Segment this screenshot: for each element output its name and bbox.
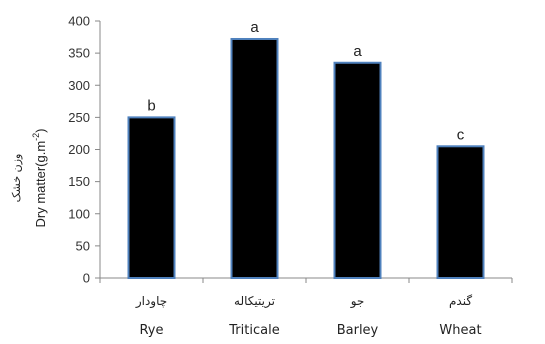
y-tick-label: 0 [83, 271, 90, 286]
significance-letter: b [147, 97, 155, 114]
y-axis-label-persian: وزن خشک [10, 154, 23, 203]
category-label: Barley [337, 323, 379, 338]
bar-barley [333, 61, 382, 280]
category-label: Rye [139, 323, 163, 338]
category-label-persian: گندم [449, 294, 472, 308]
y-tick-label: 200 [68, 142, 90, 157]
x-axis-tick-marks [99, 278, 513, 283]
y-tick-label: 350 [68, 46, 90, 61]
significance-letter: a [353, 43, 362, 60]
y-axis-ticks: 0 50 100 150 200 250 300 350 400 [68, 14, 100, 286]
y-tick-label: 400 [68, 14, 90, 29]
significance-letters: b a a c [147, 19, 464, 143]
bar-triticale [230, 37, 279, 279]
category-label-persian: چاودار [135, 294, 167, 309]
category-label-persian: جو [350, 294, 365, 309]
y-tick-label: 250 [68, 110, 90, 125]
y-tick-label: 100 [68, 206, 90, 221]
significance-letter: c [457, 126, 465, 143]
bars [127, 37, 485, 280]
category-label: Triticale [228, 323, 279, 338]
category-label: Wheat [439, 323, 481, 338]
y-axis-label: Dry matter(g.m-2) [31, 128, 48, 227]
bar-wheat [436, 145, 485, 279]
bar-rye [127, 116, 176, 279]
category-labels: چاودار Rye تریتیکاله Triticale جو Barley گندم W… [135, 294, 482, 338]
y-tick-label: 150 [68, 174, 90, 189]
significance-letter: a [250, 19, 259, 36]
y-tick-label: 300 [68, 78, 90, 93]
category-label-persian: تریتیکاله [234, 294, 275, 309]
y-tick-label: 50 [76, 238, 90, 253]
